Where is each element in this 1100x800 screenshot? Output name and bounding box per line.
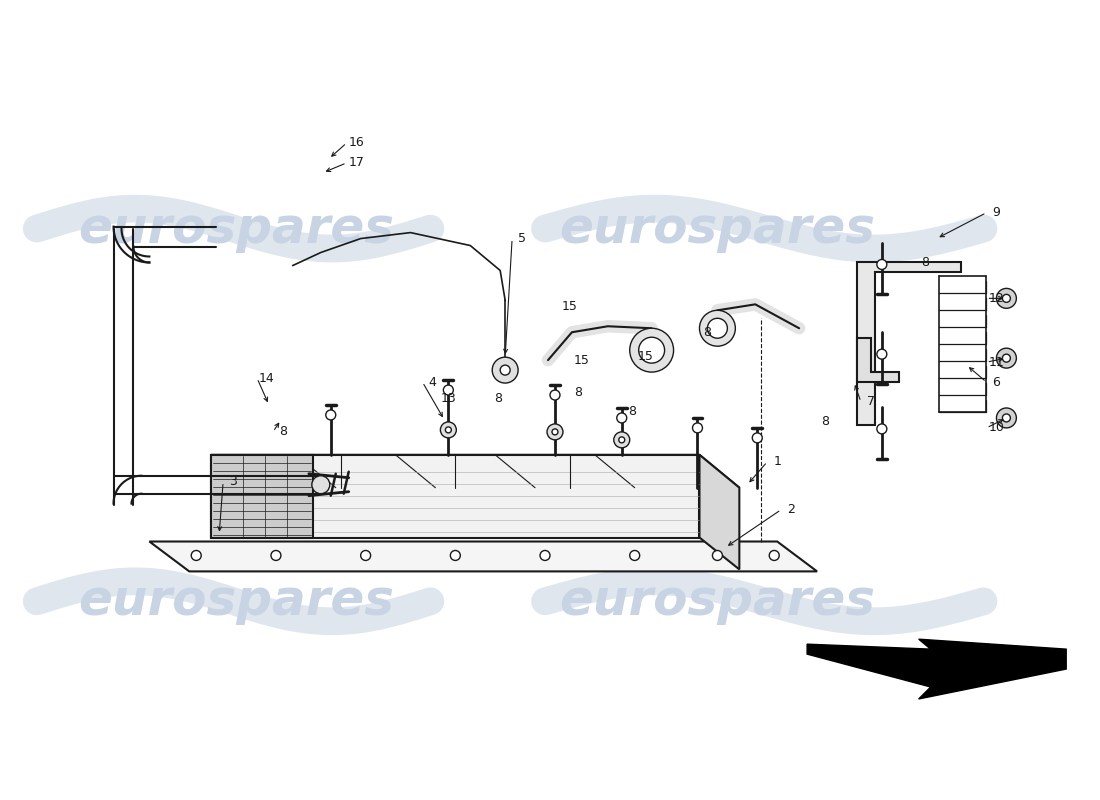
Text: 8: 8 [704,326,712,338]
Circle shape [619,437,625,443]
Circle shape [877,349,887,359]
Text: 4: 4 [429,375,437,389]
Circle shape [769,550,779,561]
Circle shape [552,429,558,435]
Circle shape [752,433,762,443]
Circle shape [361,550,371,561]
Text: eurospares: eurospares [78,205,394,253]
Text: 5: 5 [518,232,526,245]
Circle shape [614,432,629,448]
Circle shape [550,390,560,400]
Text: 14: 14 [260,371,275,385]
Polygon shape [150,542,817,571]
Circle shape [271,550,281,561]
Polygon shape [700,455,739,570]
Polygon shape [211,455,700,538]
Circle shape [540,550,550,561]
Circle shape [1002,414,1011,422]
Circle shape [877,424,887,434]
Text: 8: 8 [628,406,636,418]
Text: 12: 12 [989,292,1004,305]
Text: 8: 8 [279,426,287,438]
Text: 10: 10 [989,422,1004,434]
Text: 8: 8 [921,256,928,269]
Circle shape [629,328,673,372]
Text: 2: 2 [788,503,795,516]
Text: 15: 15 [574,354,590,366]
Circle shape [617,413,627,423]
Text: 11: 11 [989,356,1004,369]
Circle shape [443,385,453,395]
Polygon shape [857,338,899,382]
Circle shape [877,259,887,270]
Circle shape [1002,294,1011,302]
Text: 3: 3 [229,475,236,488]
Circle shape [997,408,1016,428]
Circle shape [713,550,723,561]
Circle shape [997,288,1016,308]
Circle shape [446,427,451,433]
Circle shape [693,423,703,433]
Circle shape [1002,354,1011,362]
Text: 15: 15 [638,350,653,362]
Polygon shape [807,639,1066,699]
Text: 1: 1 [773,455,781,468]
Text: 13: 13 [440,391,456,405]
Circle shape [629,550,640,561]
Text: 9: 9 [992,206,1000,219]
Text: 7: 7 [867,395,875,409]
Circle shape [639,338,664,363]
Circle shape [191,550,201,561]
Circle shape [997,348,1016,368]
Text: eurospares: eurospares [560,205,876,253]
Circle shape [547,424,563,440]
Polygon shape [211,455,312,538]
Text: 8: 8 [494,391,503,405]
Circle shape [500,365,510,375]
Text: 15: 15 [562,300,578,313]
Circle shape [450,550,460,561]
Text: 8: 8 [574,386,582,398]
Circle shape [707,318,727,338]
Text: 16: 16 [349,136,364,150]
Text: eurospares: eurospares [78,578,394,626]
Circle shape [311,476,330,494]
Text: 8: 8 [821,415,829,429]
Text: 17: 17 [349,156,364,170]
Polygon shape [211,455,739,488]
Polygon shape [857,262,960,425]
Text: 6: 6 [992,375,1000,389]
Circle shape [700,310,736,346]
Circle shape [326,410,336,420]
Circle shape [440,422,456,438]
Circle shape [492,357,518,383]
Text: eurospares: eurospares [560,578,876,626]
